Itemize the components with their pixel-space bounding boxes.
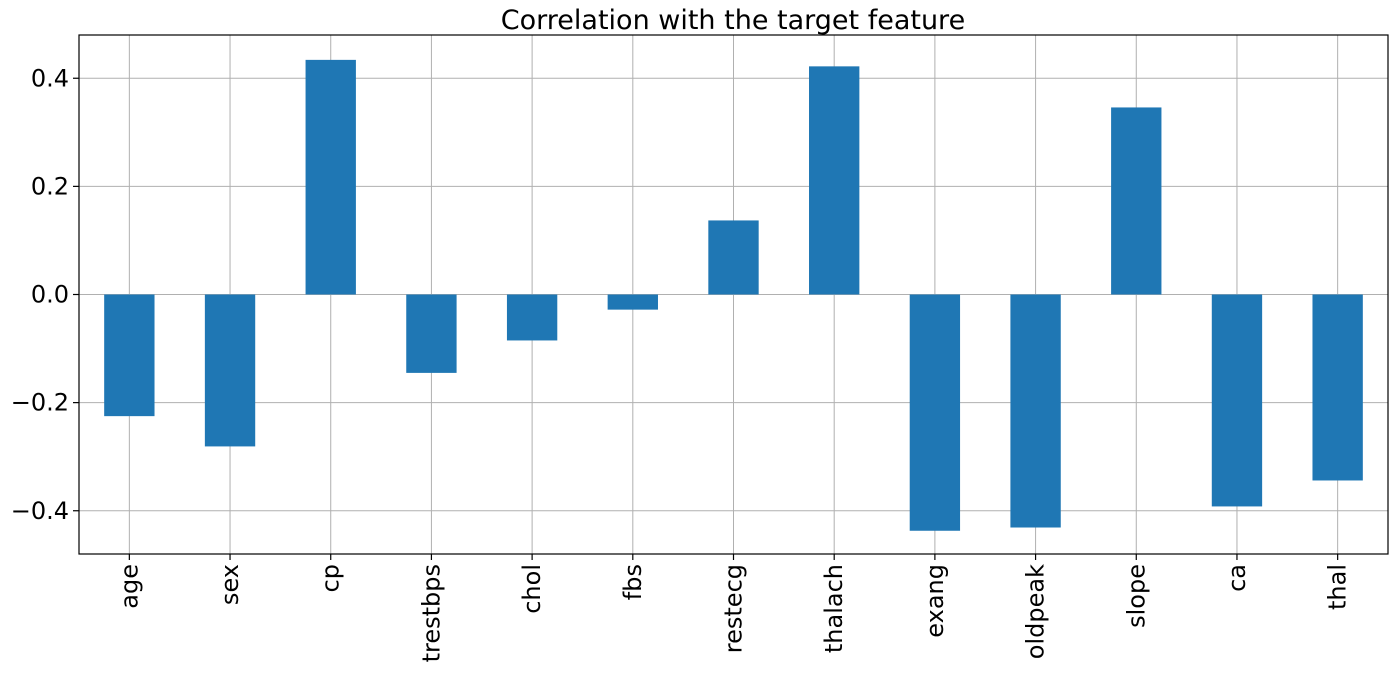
- bar-fbs: [607, 294, 658, 310]
- bar-ca: [1211, 294, 1263, 507]
- bar-cp: [305, 59, 356, 295]
- x-tick-label: exang: [921, 564, 949, 638]
- y-tick-label: 0.4: [31, 64, 69, 92]
- bar-thalach: [809, 66, 860, 295]
- chart-title: Correlation with the target feature: [501, 5, 965, 36]
- y-tick-label: 0.0: [31, 281, 69, 309]
- bar-age: [104, 294, 155, 417]
- x-tick-label: trestbps: [417, 564, 445, 662]
- axes: [73, 34, 1389, 560]
- x-tick-label: sex: [216, 564, 244, 605]
- x-tick-label: thalach: [820, 564, 848, 653]
- y-tick-label: −0.2: [11, 389, 69, 417]
- bar-slope: [1111, 107, 1162, 295]
- bar-exang: [909, 294, 961, 531]
- x-tick-label: age: [115, 564, 143, 609]
- plot-frame: [78, 34, 1389, 555]
- bar-restecg: [708, 220, 759, 295]
- y-tick-label: 0.2: [31, 172, 69, 200]
- bars: [104, 59, 1363, 531]
- bar-trestbps: [406, 294, 457, 373]
- x-tick-labels: age sex cp trestbps chol fbs restecg thalach exa…: [115, 564, 1351, 662]
- bar-oldpeak: [1010, 294, 1061, 528]
- x-tick-label: restecg: [720, 564, 748, 653]
- bar-thal: [1312, 294, 1363, 481]
- x-tick-label: thal: [1324, 564, 1352, 610]
- y-tick-label: −0.4: [11, 497, 69, 525]
- bar-chol: [506, 294, 558, 341]
- y-tick-labels: −0.4 −0.2 0.0 0.2 0.4: [11, 64, 69, 525]
- x-tick-label: chol: [518, 564, 546, 614]
- x-tick-label: fbs: [619, 564, 647, 600]
- x-tick-label: cp: [317, 564, 345, 592]
- bar-sex: [204, 294, 256, 447]
- x-tick-label: slope: [1122, 564, 1150, 628]
- x-tick-label: ca: [1223, 564, 1251, 592]
- x-tick-label: oldpeak: [1022, 564, 1050, 659]
